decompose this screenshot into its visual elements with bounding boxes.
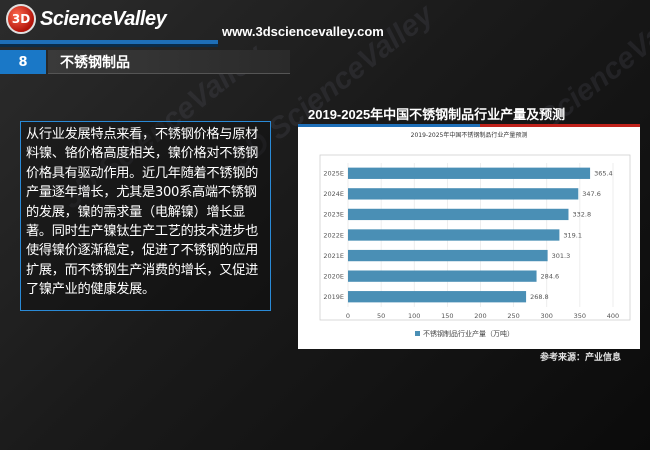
category-label: 2020E [323, 272, 344, 280]
chart-title: 2019-2025年中国不锈钢制品行业产量预测 [411, 131, 528, 139]
chart-rule-red [480, 124, 640, 127]
x-tick-label: 350 [574, 312, 586, 320]
logo-mark: 3D [6, 4, 36, 34]
legend-swatch [415, 331, 420, 336]
header-rule-dark [0, 44, 218, 47]
x-tick-label: 50 [377, 312, 385, 320]
bar [348, 270, 537, 282]
value-label: 332.8 [572, 211, 591, 219]
plot-frame [319, 154, 631, 321]
x-tick-label: 400 [607, 312, 619, 320]
x-tick-label: 0 [346, 312, 350, 320]
category-label: 2025E [323, 170, 344, 178]
section-number: 8 [0, 50, 46, 74]
category-label: 2021E [323, 252, 344, 260]
x-tick-label: 150 [441, 312, 453, 320]
category-label: 2023E [323, 211, 344, 219]
chart-heading: 2019-2025年中国不锈钢制品行业产量及预测 [308, 107, 566, 122]
category-label: 2022E [323, 231, 344, 239]
bar [348, 188, 579, 200]
chart-panel: 2019-2025年中国不锈钢制品行业产量预测 0 50 100 150 200 250 30… [298, 127, 640, 349]
x-tick-label: 100 [408, 312, 420, 320]
description-text: 从行业发展特点来看，不锈钢价格与原材料镍、铬价格高度相关，镍价格对不锈钢价格具有… [26, 127, 258, 298]
bar [348, 229, 560, 241]
value-label: 365.4 [594, 170, 613, 178]
x-tick-label: 200 [474, 312, 486, 320]
bar [348, 291, 527, 303]
x-tick-label: 300 [541, 312, 553, 320]
value-label: 319.1 [563, 231, 582, 239]
site-url[interactable]: www.3dsciencevalley.com [222, 24, 384, 39]
category-label: 2019E [323, 293, 344, 301]
header-rule [0, 40, 218, 44]
value-label: 301.3 [552, 252, 571, 260]
legend-label: 不锈钢制品行业产量（万吨） [423, 329, 514, 338]
bar [348, 208, 569, 221]
value-label: 268.8 [530, 293, 549, 301]
value-label: 284.6 [541, 272, 560, 280]
category-label: 2024E [323, 190, 344, 198]
brand-logo: 3D ScienceValley [6, 2, 206, 36]
logo-text: ScienceValley [40, 7, 167, 30]
section-title-bar [48, 50, 290, 74]
bar-chart: 2019-2025年中国不锈钢制品行业产量预测 0 50 100 150 200 250 30… [319, 131, 631, 338]
x-tick-label: 250 [507, 312, 519, 320]
section-title: 不锈钢制品 [60, 54, 130, 70]
bar [348, 167, 591, 179]
description-panel: 从行业发展特点来看，不锈钢价格与原材料镍、铬价格高度相关，镍价格对不锈钢价格具有… [20, 121, 271, 311]
bar [348, 249, 548, 262]
chart-rule-blue [298, 124, 480, 127]
value-label: 347.6 [582, 190, 601, 198]
source-note: 参考来源：产业信息 [540, 352, 622, 362]
